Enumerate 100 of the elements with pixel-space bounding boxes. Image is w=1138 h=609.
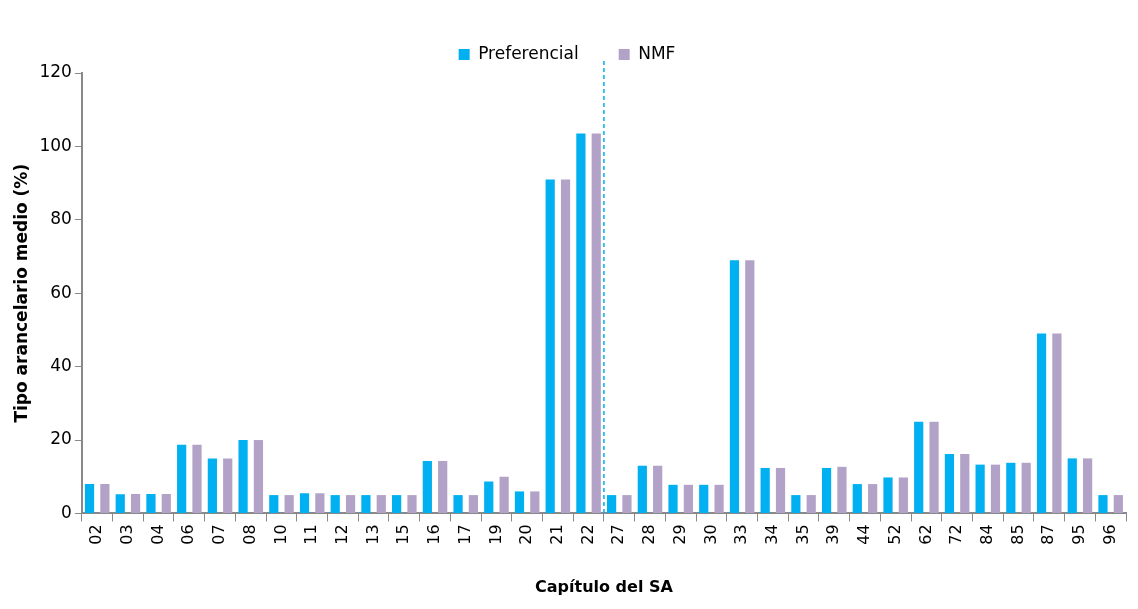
x-tick-label: 29 bbox=[669, 524, 689, 545]
bar bbox=[1052, 333, 1062, 513]
x-tick-label: 15 bbox=[393, 524, 413, 545]
y-tick-label: 120 bbox=[39, 61, 72, 82]
bar bbox=[284, 495, 294, 513]
x-tick-label: 12 bbox=[332, 524, 352, 545]
bar bbox=[975, 464, 985, 513]
x-axis-title: Capítulo del SA bbox=[535, 576, 674, 596]
bar bbox=[115, 494, 125, 513]
x-tick-label: 52 bbox=[884, 524, 904, 545]
bar bbox=[514, 491, 525, 513]
y-tick-label: 20 bbox=[50, 428, 72, 449]
bar bbox=[177, 444, 187, 513]
y-tick-label: 80 bbox=[50, 208, 72, 229]
bar bbox=[238, 440, 248, 513]
y-tick-label: 60 bbox=[50, 281, 72, 302]
x-tick-label: 11 bbox=[301, 524, 321, 545]
bar bbox=[637, 465, 647, 513]
bar bbox=[345, 495, 356, 513]
x-tick-label: 39 bbox=[823, 524, 843, 545]
bar bbox=[683, 484, 693, 513]
x-tick-label: 10 bbox=[270, 524, 290, 545]
bar bbox=[484, 481, 494, 513]
bar bbox=[453, 495, 463, 513]
bar bbox=[315, 493, 325, 513]
bar bbox=[1083, 458, 1093, 513]
bar bbox=[929, 421, 939, 513]
y-tick-label: 0 bbox=[61, 501, 72, 522]
bar bbox=[729, 260, 740, 513]
bar bbox=[837, 466, 847, 513]
x-tick-label: 95 bbox=[1069, 524, 1089, 545]
bar bbox=[438, 460, 448, 513]
bar bbox=[1098, 495, 1108, 513]
y-tick-label: 40 bbox=[50, 355, 72, 376]
bar bbox=[468, 495, 479, 513]
x-tick-label: 07 bbox=[209, 524, 229, 545]
bar bbox=[361, 495, 371, 513]
bar bbox=[130, 493, 141, 513]
bar bbox=[622, 495, 632, 513]
bar bbox=[392, 495, 402, 513]
x-tick-label: 27 bbox=[608, 524, 628, 545]
legend-label: Preferencial bbox=[478, 42, 579, 63]
bar bbox=[376, 495, 386, 513]
x-tick-label: 84 bbox=[976, 524, 996, 545]
x-tick-label: 35 bbox=[792, 524, 812, 545]
bar bbox=[760, 467, 770, 513]
x-tick-label: 04 bbox=[147, 524, 167, 545]
bar bbox=[699, 484, 709, 513]
x-tick-label: 16 bbox=[424, 524, 444, 545]
bar bbox=[1021, 462, 1031, 513]
bar bbox=[852, 484, 862, 513]
bar bbox=[100, 484, 110, 513]
bar bbox=[914, 421, 924, 513]
bar bbox=[253, 440, 264, 513]
bar bbox=[269, 495, 279, 513]
bar bbox=[714, 484, 724, 513]
bar bbox=[161, 493, 171, 513]
bar bbox=[591, 133, 601, 513]
x-tick-label: 22 bbox=[577, 524, 597, 545]
y-axis-title: Tipo arancelario medio (%) bbox=[10, 163, 31, 423]
x-tick-label: 03 bbox=[117, 524, 137, 545]
x-tick-label: 96 bbox=[1099, 524, 1119, 545]
x-tick-label: 62 bbox=[915, 524, 935, 545]
bar bbox=[883, 477, 893, 513]
bar bbox=[560, 179, 571, 513]
x-tick-label: 17 bbox=[454, 524, 474, 545]
bar bbox=[223, 458, 233, 513]
bar bbox=[775, 467, 786, 513]
x-tick-label: 21 bbox=[547, 524, 567, 545]
bar bbox=[960, 453, 970, 513]
legend-label: NMF bbox=[638, 42, 676, 63]
bar bbox=[791, 495, 801, 513]
x-tick-label: 72 bbox=[946, 524, 966, 545]
bar bbox=[1006, 462, 1016, 513]
bar bbox=[330, 495, 340, 513]
x-tick-label: 85 bbox=[1007, 524, 1027, 545]
bar bbox=[806, 495, 816, 513]
bar bbox=[545, 179, 555, 513]
bar bbox=[868, 484, 878, 513]
bar bbox=[530, 491, 540, 513]
bar bbox=[898, 477, 908, 513]
x-tick-label: 08 bbox=[239, 524, 259, 545]
x-tick-label: 34 bbox=[761, 524, 781, 545]
bar bbox=[944, 453, 955, 513]
bar bbox=[407, 495, 417, 513]
bar bbox=[745, 260, 755, 513]
bar bbox=[499, 476, 509, 513]
bar bbox=[990, 464, 1001, 513]
x-tick-label: 28 bbox=[639, 524, 659, 545]
x-tick-label: 20 bbox=[516, 524, 536, 545]
bar bbox=[668, 484, 678, 513]
bar bbox=[207, 458, 217, 513]
bar bbox=[1067, 458, 1077, 513]
y-tick-label: 100 bbox=[39, 134, 72, 155]
x-tick-label: 06 bbox=[178, 524, 198, 545]
x-tick-label: 13 bbox=[362, 524, 382, 545]
x-tick-label: 02 bbox=[86, 524, 106, 545]
bar bbox=[576, 133, 586, 513]
bar bbox=[299, 493, 310, 513]
x-tick-label: 44 bbox=[854, 524, 874, 545]
